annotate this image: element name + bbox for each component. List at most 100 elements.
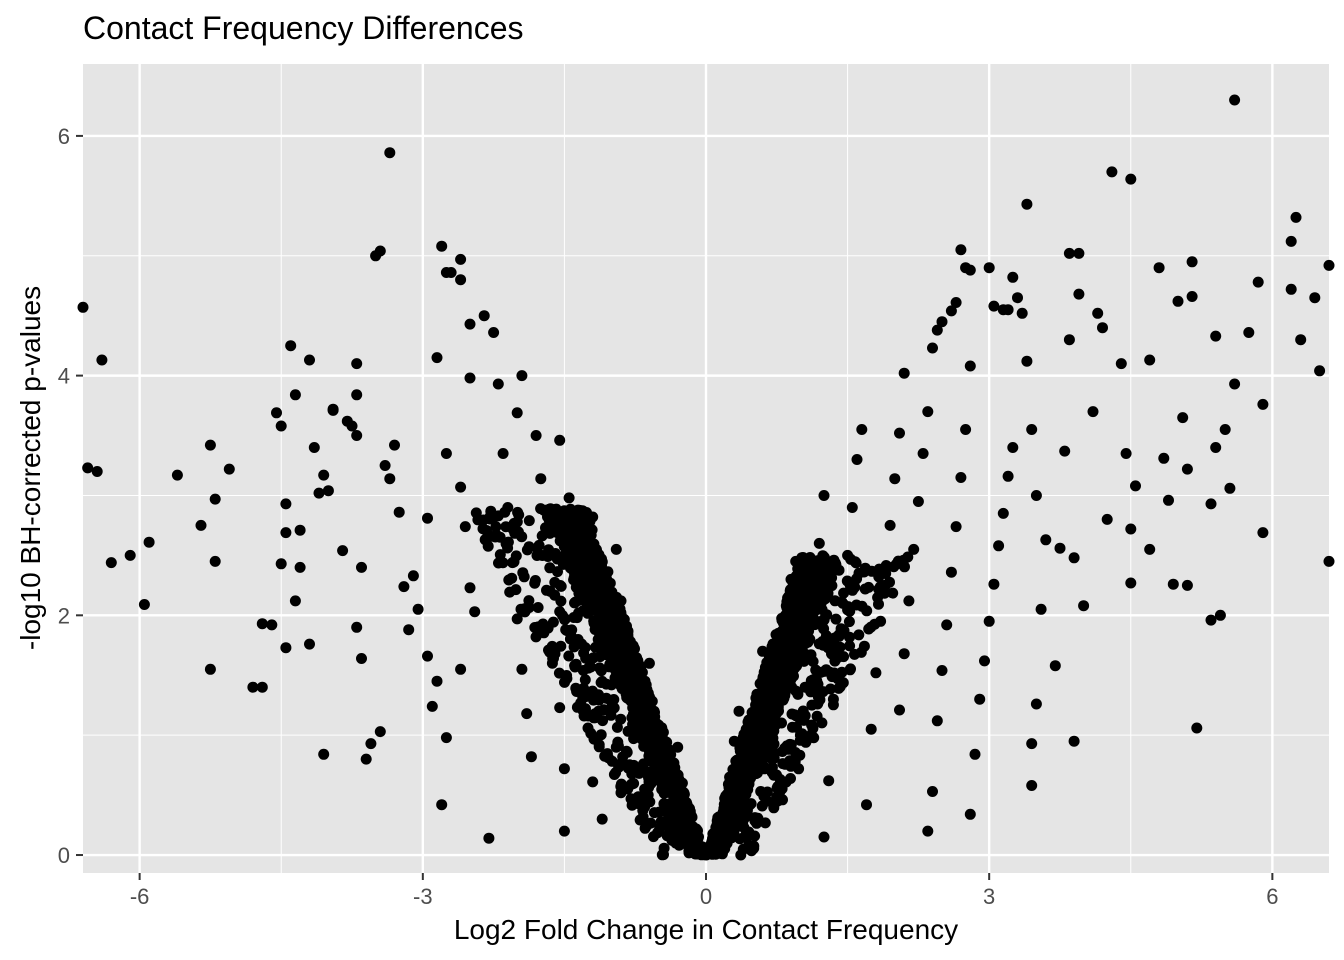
data-point — [412, 603, 424, 615]
data-point-dense — [833, 630, 845, 642]
data-point — [322, 485, 334, 497]
data-point-dense — [668, 757, 680, 769]
data-point-dense — [529, 622, 541, 633]
data-point-dense — [759, 752, 771, 763]
data-point — [398, 581, 410, 593]
data-point-dense — [533, 539, 545, 551]
data-point-dense — [761, 674, 773, 685]
data-point — [407, 570, 419, 582]
data-point — [1125, 577, 1137, 589]
data-point — [1130, 480, 1141, 492]
data-point — [870, 667, 882, 679]
data-point — [554, 702, 566, 714]
data-point — [1243, 327, 1255, 338]
data-point-dense — [861, 605, 873, 617]
data-point — [204, 663, 216, 675]
y-tick-label: 0 — [58, 843, 70, 868]
data-point — [846, 502, 858, 513]
data-point-dense — [826, 638, 838, 650]
data-point-dense — [739, 831, 751, 843]
data-point-dense — [557, 510, 569, 522]
data-point — [365, 738, 377, 750]
data-point — [813, 537, 825, 549]
data-point — [91, 466, 103, 477]
data-point — [82, 462, 94, 474]
data-point-dense — [506, 572, 518, 584]
data-point — [1205, 614, 1217, 626]
x-tick-label: 0 — [700, 884, 712, 909]
data-point-dense — [515, 603, 527, 615]
data-point-dense — [490, 521, 502, 533]
data-point — [1115, 358, 1127, 370]
data-point-dense — [639, 683, 651, 695]
data-point — [1285, 235, 1297, 247]
data-point — [931, 715, 943, 727]
data-point — [922, 406, 934, 418]
data-point — [223, 463, 235, 475]
data-point-dense — [554, 580, 566, 591]
data-point-dense — [776, 659, 788, 671]
data-point-dense — [818, 572, 830, 584]
data-point-dense — [603, 612, 614, 624]
chart-title: Contact Frequency Differences — [83, 10, 524, 46]
data-point-dense — [716, 809, 728, 821]
data-point-dense — [600, 678, 612, 690]
data-point — [1314, 365, 1326, 377]
data-point-dense — [827, 699, 839, 711]
data-point-dense — [661, 830, 673, 842]
data-point-dense — [584, 532, 595, 544]
data-point — [1295, 334, 1307, 346]
data-point-dense — [844, 631, 855, 643]
data-point — [403, 624, 415, 636]
data-point — [521, 708, 533, 720]
data-point-dense — [855, 646, 867, 658]
data-point-dense — [555, 595, 567, 607]
data-point-dense — [756, 734, 768, 746]
data-point — [823, 775, 835, 787]
data-point-dense — [585, 661, 597, 673]
data-point — [941, 619, 953, 631]
data-point-dense — [638, 798, 650, 810]
data-point — [1007, 442, 1019, 453]
data-point-dense — [517, 567, 529, 579]
data-point-dense — [544, 562, 556, 574]
data-point-dense — [540, 504, 551, 516]
data-point — [426, 700, 438, 712]
data-point — [1021, 355, 1033, 367]
data-point — [209, 555, 221, 567]
data-point — [898, 367, 910, 379]
data-point-dense — [589, 708, 601, 720]
data-point — [964, 264, 976, 276]
data-point — [927, 786, 938, 797]
data-point — [280, 642, 292, 654]
data-point — [393, 506, 405, 518]
data-point-dense — [621, 640, 633, 652]
data-point-dense — [740, 773, 752, 785]
data-point-dense — [560, 536, 572, 548]
data-point — [997, 507, 1009, 519]
data-point-dense — [801, 681, 813, 693]
data-point-dense — [728, 826, 740, 838]
data-point-dense — [768, 752, 780, 764]
data-point-dense — [512, 506, 524, 518]
data-point — [988, 578, 1000, 590]
x-tick-label: 3 — [983, 884, 995, 909]
data-point-dense — [725, 770, 737, 782]
data-point — [455, 253, 467, 265]
data-point — [993, 540, 1005, 552]
data-point-dense — [656, 722, 668, 734]
data-point-dense — [645, 717, 657, 729]
data-point — [1068, 552, 1080, 564]
data-point-dense — [794, 633, 806, 645]
data-point — [464, 318, 476, 330]
data-point — [960, 424, 972, 435]
data-point — [974, 693, 986, 705]
data-point — [1186, 291, 1198, 302]
data-point — [313, 487, 325, 499]
data-point — [445, 267, 457, 278]
data-point-dense — [675, 820, 687, 832]
data-point — [389, 439, 400, 451]
data-point-dense — [577, 546, 589, 557]
data-point-dense — [673, 839, 685, 851]
